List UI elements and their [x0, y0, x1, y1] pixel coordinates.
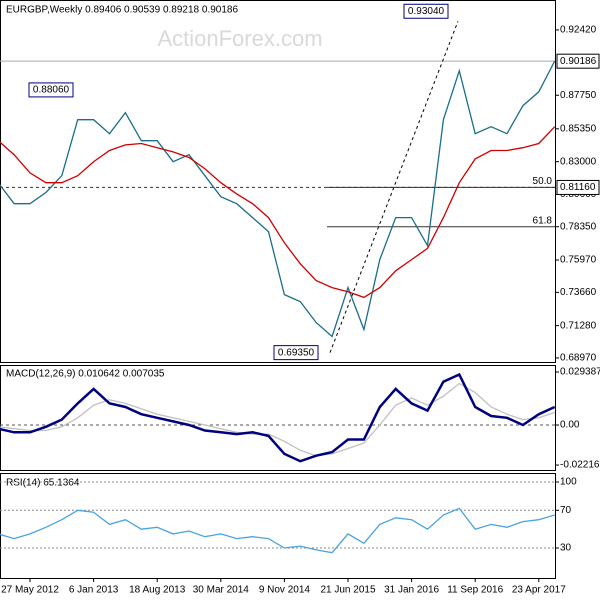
watermark: ActionForex.com — [157, 26, 322, 51]
y-tick-label: 70 — [560, 505, 572, 516]
y-tick-label: 100 — [560, 477, 577, 488]
level-label: 0.81160 — [560, 182, 596, 193]
fib-label: 61.8 — [533, 215, 553, 226]
level-label: 0.90186 — [560, 56, 597, 67]
annotation-label: 0.88060 — [33, 85, 70, 96]
x-tick-label: 9 Nov 2014 — [259, 585, 311, 596]
macd-title: MACD(12,26,9) 0.010642 0.007035 — [6, 369, 165, 380]
y-tick-label: 0.92420 — [560, 25, 597, 36]
series-line — [0, 126, 556, 299]
series-line — [0, 382, 555, 457]
rsi-panel — [0, 473, 556, 579]
x-tick-label: 27 May 2012 — [1, 585, 59, 596]
x-tick-label: 31 Jan 2016 — [384, 585, 439, 596]
price-title: EURGBP,Weekly 0.89406 0.90539 0.89218 0.… — [6, 5, 238, 16]
y-tick-label: 0.85350 — [560, 123, 597, 134]
trend-line — [329, 21, 459, 353]
y-tick-label: 30 — [560, 543, 572, 554]
annotation-box — [28, 82, 74, 98]
annotation-box — [273, 345, 319, 361]
level-label-box — [556, 179, 600, 195]
fib-label: 50.0 — [533, 176, 553, 187]
y-tick-label: 0.83000 — [560, 156, 597, 167]
y-tick-label: 0.029387 — [560, 367, 600, 378]
series-line — [0, 372, 556, 463]
y-tick-label: 0.00 — [560, 420, 580, 431]
x-tick-label: 30 Mar 2014 — [193, 585, 250, 596]
annotation-label: 0.93040 — [408, 6, 445, 17]
price-panel — [0, 0, 556, 363]
annotation-box — [403, 3, 449, 19]
y-tick-label: 0.68970 — [560, 353, 597, 364]
x-tick-label: 11 Sep 2016 — [447, 585, 503, 596]
y-tick-label: 0.73660 — [560, 287, 597, 298]
macd-panel — [0, 365, 556, 471]
annotation-label: 0.69350 — [278, 347, 315, 358]
x-tick-label: 21 Jun 2015 — [320, 585, 375, 596]
y-tick-label: 0.71280 — [560, 320, 597, 331]
rsi-title: RSI(14) 65.1364 — [6, 478, 80, 489]
y-tick-label: 0.87750 — [560, 90, 597, 101]
x-tick-label: 23 Apr 2017 — [512, 585, 566, 596]
y-tick-label: 0.78350 — [560, 221, 597, 232]
level-label-box — [556, 53, 600, 69]
x-tick-label: 18 Aug 2013 — [129, 585, 186, 596]
x-tick-label: 6 Jan 2013 — [69, 585, 119, 596]
series-line — [0, 60, 556, 338]
series-line — [0, 507, 555, 554]
y-tick-label: 0.75970 — [560, 255, 597, 266]
